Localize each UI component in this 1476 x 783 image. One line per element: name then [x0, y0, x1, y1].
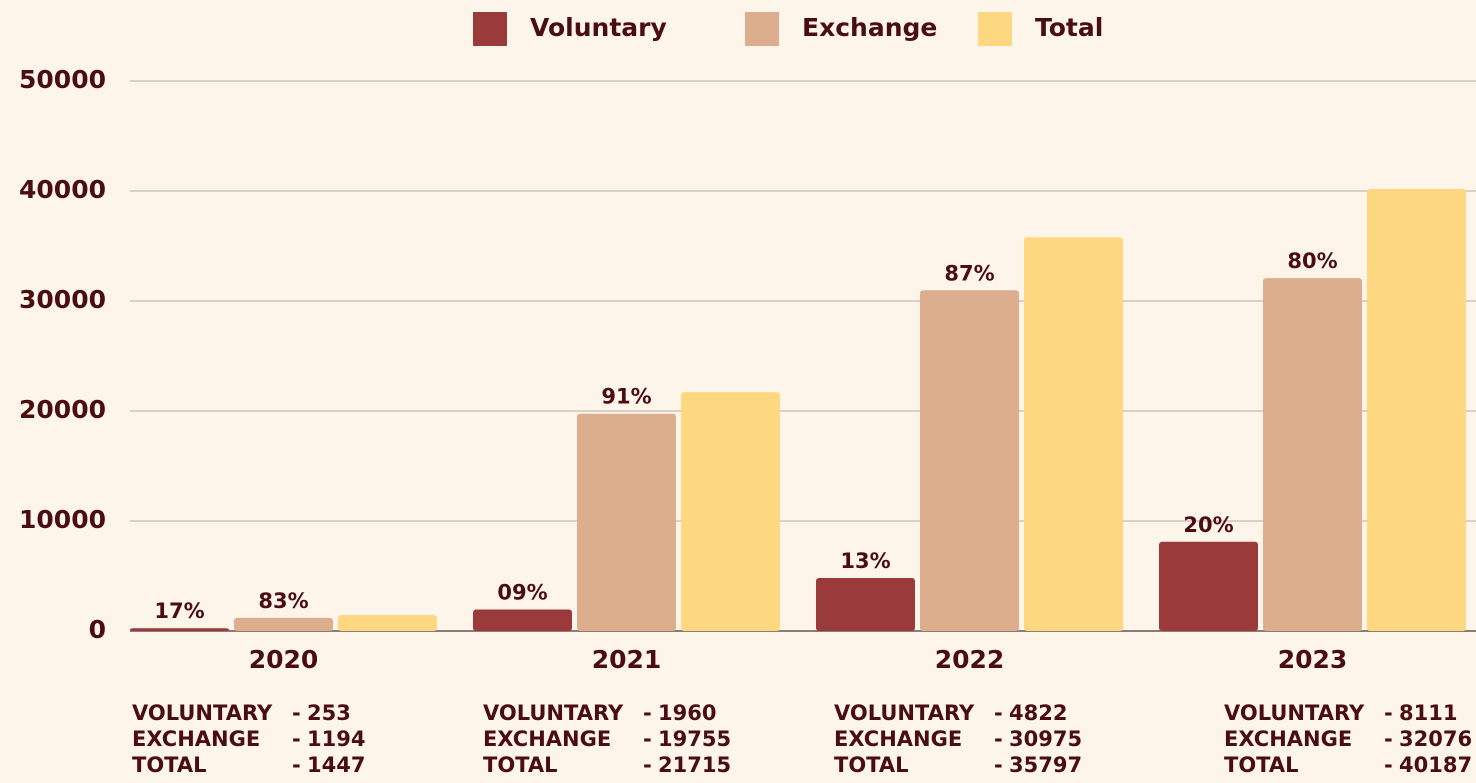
legend-swatch: [473, 12, 507, 46]
y-tick-label: 50000: [19, 65, 106, 94]
summary-value: 4822: [1009, 701, 1067, 725]
summary-separator: -: [292, 701, 301, 725]
bar: [1263, 278, 1362, 631]
y-tick-label: 0: [89, 615, 106, 644]
x-tick-label: 2022: [935, 645, 1005, 674]
x-tick-label: 2021: [592, 645, 662, 674]
summary-label: VOLUNTARY: [834, 701, 975, 725]
x-tick-label: 2020: [249, 645, 319, 674]
share-label: 87%: [944, 261, 994, 285]
share-label: 83%: [258, 589, 308, 613]
summary-label: VOLUNTARY: [132, 701, 273, 725]
summary-separator: -: [994, 701, 1003, 725]
bar: [1159, 541, 1258, 631]
summary-value: 1194: [307, 727, 365, 751]
legend-label: Exchange: [802, 13, 937, 42]
summary-separator: -: [292, 753, 301, 777]
summary-value: 1960: [658, 701, 716, 725]
summary-label: TOTAL: [834, 753, 909, 777]
share-label: 80%: [1287, 249, 1337, 273]
summary-label: VOLUNTARY: [1224, 701, 1365, 725]
summary-label: EXCHANGE: [132, 727, 260, 751]
y-tick-label: 20000: [19, 395, 106, 424]
legend-label: Voluntary: [530, 13, 667, 42]
summary-label: VOLUNTARY: [483, 701, 624, 725]
summary-label: TOTAL: [132, 753, 207, 777]
summary-label: EXCHANGE: [1224, 727, 1352, 751]
share-label: 09%: [497, 580, 547, 604]
summary-separator: -: [643, 701, 652, 725]
y-tick-label: 30000: [19, 285, 106, 314]
summary-separator: -: [994, 727, 1003, 751]
share-label: 17%: [154, 599, 204, 623]
share-label: 20%: [1183, 513, 1233, 537]
y-tick-label: 10000: [19, 505, 106, 534]
legend-label: Total: [1035, 13, 1103, 42]
bar: [1024, 237, 1123, 631]
bar: [816, 577, 915, 631]
summary-separator: -: [643, 753, 652, 777]
bar: [681, 392, 780, 631]
summary-separator: -: [643, 727, 652, 751]
bar: [130, 628, 229, 631]
summary-value: 253: [307, 701, 351, 725]
bar: [920, 290, 1019, 631]
bar: [577, 413, 676, 631]
summary-value: 40187: [1399, 753, 1472, 777]
share-label: 13%: [840, 549, 890, 573]
summary-value: 8111: [1399, 701, 1457, 725]
bar: [338, 615, 437, 631]
y-tick-label: 40000: [19, 175, 106, 204]
summary-value: 19755: [658, 727, 731, 751]
summary-label: TOTAL: [483, 753, 558, 777]
summary-value: 1447: [307, 753, 365, 777]
share-label: 91%: [601, 385, 651, 409]
summary-separator: -: [1384, 701, 1393, 725]
summary-label: EXCHANGE: [483, 727, 611, 751]
x-tick-label: 2023: [1278, 645, 1348, 674]
summary-separator: -: [1384, 753, 1393, 777]
summary-separator: -: [292, 727, 301, 751]
bar: [1367, 188, 1466, 631]
summary-separator: -: [1384, 727, 1393, 751]
summary-label: TOTAL: [1224, 753, 1299, 777]
legend-swatch: [745, 12, 779, 46]
legend-swatch: [978, 12, 1012, 46]
summary-value: 35797: [1009, 753, 1082, 777]
summary-value: 30975: [1009, 727, 1082, 751]
bar: [473, 609, 572, 631]
summary-separator: -: [994, 753, 1003, 777]
summary-label: EXCHANGE: [834, 727, 962, 751]
bar: [234, 617, 333, 631]
summary-value: 21715: [658, 753, 731, 777]
summary-value: 32076: [1399, 727, 1472, 751]
